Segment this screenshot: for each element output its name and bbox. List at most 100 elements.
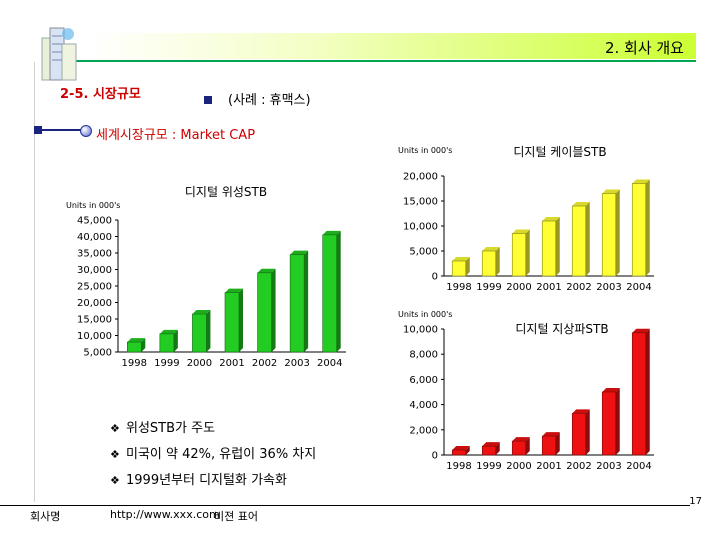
bar-top [602,388,620,392]
bar-top [632,179,650,184]
x-tick-label: 2000 [506,282,531,293]
x-tick-label: 1999 [476,461,501,472]
bar-front [289,254,305,353]
market-cap-title: 세계시장규모 : Market CAP [96,128,256,143]
y-tick-label: 20,000 [77,298,112,309]
bar-front [511,233,527,277]
y-tick-label: 5,000 [409,247,438,258]
footer-vision: 비젼 표어 [214,510,258,523]
bar-side [525,229,530,276]
x-tick-label: 2000 [187,358,212,369]
bar [257,268,276,353]
x-tick-label: 2002 [252,358,277,369]
bar-top [322,230,341,235]
bar-side [645,328,650,455]
x-tick-label: 2001 [536,461,561,472]
bar [159,329,178,353]
bar-front [257,272,272,353]
bar-top [542,217,560,221]
key-points: ❖ 위성STB가 주도 ❖ 미국이 약 42%, 유럽이 36% 차지 ❖ 1999년… [110,416,316,494]
diamond-bullet-icon: ❖ [110,474,120,487]
bar-side [465,257,470,276]
y-tick-label: 40,000 [77,232,112,243]
bar-top [572,202,590,206]
bar-side [465,445,470,455]
x-tick-label: 2004 [626,282,651,293]
bar-side [495,442,500,455]
bar-top [192,310,211,315]
x-tick-label: 1998 [446,461,471,472]
bar [224,288,243,353]
bar-top [482,247,500,251]
x-tick-label: 2001 [536,282,561,293]
x-tick-label: 2003 [596,282,621,293]
y-tick-label: 35,000 [77,249,112,260]
x-tick-label: 2000 [506,461,531,472]
chart-title: 디지털 지상파STB [515,322,608,336]
x-tick-label: 2003 [284,358,309,369]
bar-side [271,268,276,352]
bar [511,229,530,277]
bar-side [141,338,146,352]
x-tick-label: 2001 [219,358,244,369]
chart-title: 디지털 위성STB [185,185,267,199]
bar-top [127,338,146,343]
y-tick-label: 8,000 [409,350,438,361]
bar-top [512,437,530,442]
bar [481,442,500,456]
x-tick-label: 1998 [122,358,147,369]
bar-front [631,332,647,456]
footer-company: 회사명 [30,510,61,523]
page-number: 17 [689,496,702,507]
bar-front [481,445,497,456]
x-tick-label: 2004 [317,358,342,369]
left-guide-line [34,62,35,502]
y-tick-label: 15,000 [77,315,112,326]
bar-front [126,341,142,353]
bar-front [511,440,527,456]
bar-top [452,257,470,261]
bar-front [224,292,240,353]
bar-side [615,388,620,455]
bar [571,202,590,277]
bar [541,217,560,277]
y-tick-label: 10,000 [403,222,438,233]
bar-front [631,183,647,277]
bar [322,230,341,353]
unit-label: Units in 000's [398,146,452,155]
section-subtitle: (사례 : 휴맥스) [228,93,311,108]
bar [601,189,620,277]
header-underline [60,60,696,62]
bar-top [257,268,276,273]
x-tick-label: 2004 [626,461,651,472]
y-tick-label: 30,000 [77,265,112,276]
footer-url[interactable]: http://www.xxx.com [110,508,220,521]
unit-label: Units in 000's [66,201,120,210]
y-tick-label: 25,000 [77,282,112,293]
bar-side [206,310,211,352]
diamond-bullet-icon: ❖ [110,422,120,435]
bar [511,437,530,456]
bar [571,409,590,456]
bar-front [192,313,207,353]
bar-side [555,217,560,276]
bar [481,247,500,277]
bar [451,445,470,456]
unit-label: Units in 000's [398,310,452,319]
y-tick-label: 15,000 [403,197,438,208]
satellite-stb-chart: 디지털 위성STB Units in 000's 45,000 40,000 35,00… [66,185,346,369]
bar-side [555,432,560,455]
bar-front [601,193,617,277]
bar-top [290,250,309,255]
bar-front [541,435,557,456]
key-point: ❖ 미국이 약 42%, 유럽이 36% 차지 [110,442,316,468]
bar-side [585,409,590,455]
y-tick-label: 6,000 [409,375,438,386]
y-tick-label: 4,000 [409,400,438,411]
x-tick-label: 1999 [154,358,179,369]
bar-side [173,329,178,352]
x-tick-label: 2002 [566,461,591,472]
bar-front [541,220,557,277]
bar-top [452,445,470,450]
bar-side [585,202,590,276]
